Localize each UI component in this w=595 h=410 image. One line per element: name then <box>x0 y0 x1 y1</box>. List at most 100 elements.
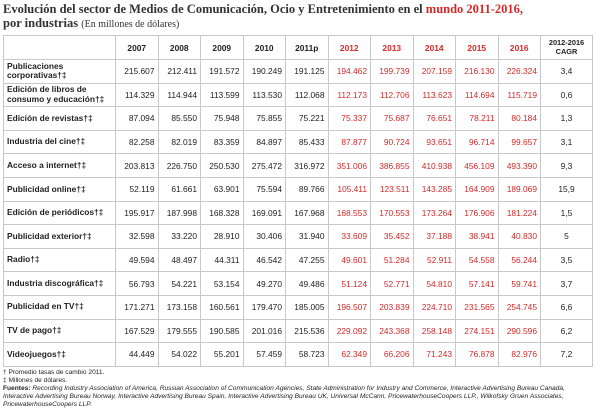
column-header: 2010 <box>242 35 286 60</box>
cell: 44.449 <box>115 342 159 367</box>
table-row: Radio†‡ 49.594 48.497 44.311 46.542 47.255 49.… <box>3 247 593 273</box>
cell: 84.897 <box>242 129 286 155</box>
cell: 75.594 <box>242 176 286 202</box>
header-row: 2007 2008 2009 2010 2011p 2012 2013 2014 2015 201… <box>3 35 593 60</box>
cell: 113.530 <box>242 82 286 108</box>
cell: 3,4 <box>540 59 593 84</box>
cell: 90.724 <box>370 129 414 155</box>
cell: 87.094 <box>115 106 159 131</box>
cell: 51.124 <box>327 271 371 296</box>
row-label: Industria del cine†‡ <box>3 129 116 155</box>
cell: 35.452 <box>370 224 414 249</box>
footnote: ‡ Millones de dólares. <box>3 376 68 384</box>
cell: 195.917 <box>115 200 159 226</box>
cell: 189.069 <box>497 176 541 202</box>
cell: 173.158 <box>157 294 201 320</box>
cell: 169.091 <box>242 200 286 226</box>
column-header: 2014 <box>412 35 456 60</box>
cell: 89.766 <box>285 176 329 202</box>
cell: 49.594 <box>115 247 159 273</box>
cell: 6,2 <box>540 318 593 344</box>
cell: 316.972 <box>285 153 329 178</box>
table-row: TV de pago†‡ 167.529 179.555 190.585 201.016… <box>3 318 593 344</box>
cell: 75.687 <box>370 106 414 131</box>
cell: 179.555 <box>157 318 201 344</box>
cell: 40.830 <box>497 224 541 249</box>
cell: 5 <box>540 224 593 249</box>
cell: 3,1 <box>540 129 593 155</box>
cell: 168.328 <box>200 200 244 226</box>
row-label: Radio†‡ <box>3 247 116 273</box>
cell: 123.511 <box>370 176 414 202</box>
cell: 58.723 <box>285 342 329 367</box>
cell: 229.092 <box>327 318 371 344</box>
cell: 85.433 <box>285 129 329 155</box>
cell: 76.878 <box>455 342 499 367</box>
cell: 83.359 <box>200 129 244 155</box>
cell: 82.019 <box>157 129 201 155</box>
cell: 47.255 <box>285 247 329 273</box>
cell: 164.909 <box>455 176 499 202</box>
cell: 75.948 <box>200 106 244 131</box>
cell: 55.201 <box>200 342 244 367</box>
table-row: Publicidad exterior†‡ 32.598 33.220 28.910 3… <box>3 224 593 249</box>
sources-label: Fuentes: <box>3 384 31 392</box>
cell: 185.005 <box>285 294 329 320</box>
cell: 351.006 <box>327 153 371 178</box>
cell: 243.368 <box>370 318 414 344</box>
row-label: Publicaciones corporativas†‡ <box>3 59 116 84</box>
cell: 30.406 <box>242 224 286 249</box>
cell: 52.911 <box>412 247 456 273</box>
title: Evolución del sector de Medios de Comuni… <box>3 2 423 16</box>
cell: 82.976 <box>497 342 541 367</box>
title-highlight: mundo 2011-2016, <box>425 2 524 16</box>
cell: 250.530 <box>200 153 244 178</box>
cell: 216.130 <box>455 59 499 84</box>
cell: 226.324 <box>497 59 541 84</box>
cell: 54.810 <box>412 271 456 296</box>
cell: 179.470 <box>242 294 286 320</box>
column-header: 2015 <box>455 35 499 60</box>
cell: 456.109 <box>455 153 499 178</box>
cell: 113.623 <box>412 82 456 108</box>
cell: 112.068 <box>285 82 329 108</box>
row-label: Publicidad en TV†‡ <box>3 294 116 320</box>
cell: 112.706 <box>370 82 414 108</box>
cell: 167.529 <box>115 318 159 344</box>
cell: 75.221 <box>285 106 329 131</box>
row-label: Publicidad online†‡ <box>3 176 116 202</box>
table-row: Industria del cine†‡ 82.258 82.019 83.359 84… <box>3 129 593 155</box>
cell: 54.022 <box>157 342 201 367</box>
row-label: Edición de libros de consumo y educación… <box>3 82 116 108</box>
cell: 114.694 <box>455 82 499 108</box>
row-label: Edición de revistas†‡ <box>3 106 116 131</box>
cell: 258.148 <box>412 318 456 344</box>
cell: 51.284 <box>370 247 414 273</box>
cell: 203.813 <box>115 153 159 178</box>
table-row: Industria discográfica†‡ 56.793 54.221 53.1… <box>3 271 593 296</box>
cell: 201.016 <box>242 318 286 344</box>
table-body: Publicaciones corporativas†‡ 215.607 212.4… <box>3 59 593 367</box>
cell: 290.596 <box>497 318 541 344</box>
cell: 212.411 <box>157 59 201 84</box>
cell: 32.598 <box>115 224 159 249</box>
cell: 176.906 <box>455 200 499 226</box>
cell: 38.941 <box>455 224 499 249</box>
table-row: Videojuegos†‡ 44.449 54.022 55.201 57.459 58.… <box>3 342 593 367</box>
column-header: 2007 <box>115 35 159 60</box>
cell: 3,7 <box>540 271 593 296</box>
cell: 96.714 <box>455 129 499 155</box>
table-row: Publicidad online†‡ 52.119 61.661 63.901 75.… <box>3 176 593 202</box>
cell: 190.585 <box>200 318 244 344</box>
cell: 199.739 <box>370 59 414 84</box>
cell: 15,9 <box>540 176 593 202</box>
cell: 173.264 <box>412 200 456 226</box>
cell: 59.741 <box>497 271 541 296</box>
cell: 386.855 <box>370 153 414 178</box>
column-header: 2008 <box>157 35 201 60</box>
cell: 80.184 <box>497 106 541 131</box>
cell: 207.159 <box>412 59 456 84</box>
cell: 82.258 <box>115 129 159 155</box>
cell: 114.329 <box>115 82 159 108</box>
corner-cell <box>3 35 116 60</box>
